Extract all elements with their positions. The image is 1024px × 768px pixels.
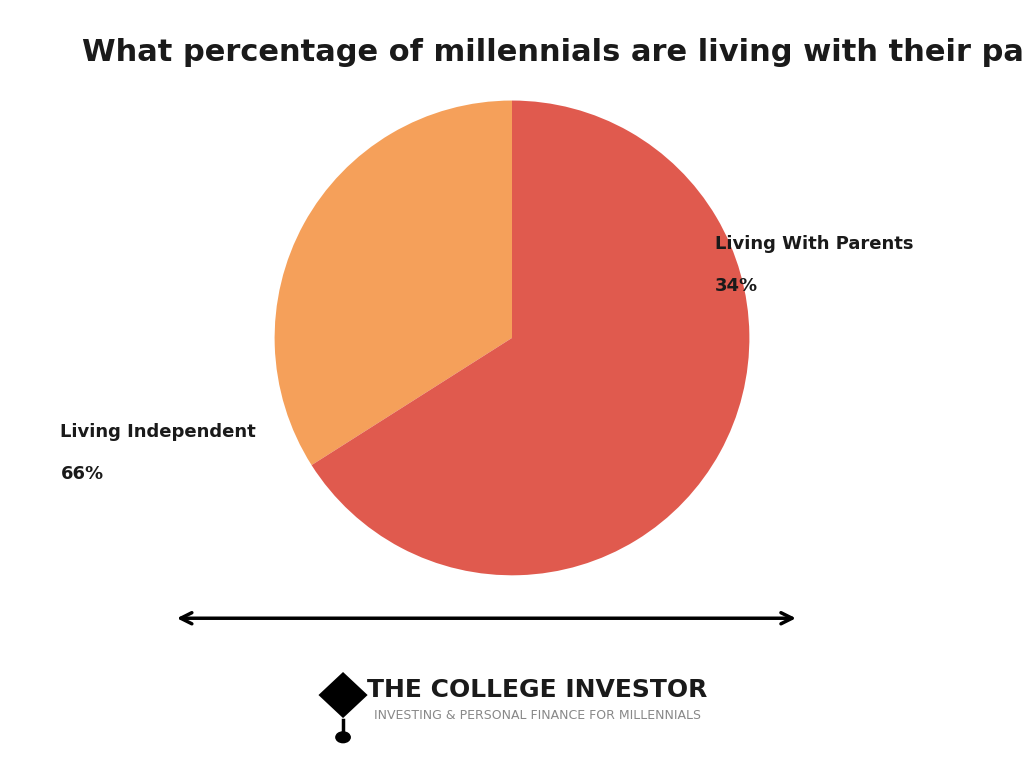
Wedge shape <box>311 101 750 575</box>
Text: Living With Parents: Living With Parents <box>715 235 913 253</box>
Wedge shape <box>274 101 512 465</box>
Text: Living Independent: Living Independent <box>60 423 256 441</box>
Text: What percentage of millennials are living with their parents?: What percentage of millennials are livin… <box>82 38 1024 68</box>
Text: INVESTING & PERSONAL FINANCE FOR MILLENNIALS: INVESTING & PERSONAL FINANCE FOR MILLENN… <box>374 710 701 722</box>
Text: THE COLLEGE INVESTOR: THE COLLEGE INVESTOR <box>368 677 708 702</box>
Text: 66%: 66% <box>60 465 103 483</box>
Text: 34%: 34% <box>715 276 758 295</box>
